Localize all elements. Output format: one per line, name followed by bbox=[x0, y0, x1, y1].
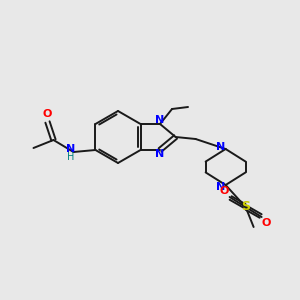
Text: N: N bbox=[155, 115, 165, 125]
Text: H: H bbox=[67, 152, 74, 162]
Text: O: O bbox=[220, 186, 229, 196]
Text: N: N bbox=[216, 182, 225, 192]
Text: N: N bbox=[216, 142, 225, 152]
Text: N: N bbox=[66, 144, 75, 154]
Text: N: N bbox=[155, 149, 165, 159]
Text: O: O bbox=[262, 218, 271, 228]
Text: O: O bbox=[43, 109, 52, 119]
Text: S: S bbox=[241, 200, 250, 214]
